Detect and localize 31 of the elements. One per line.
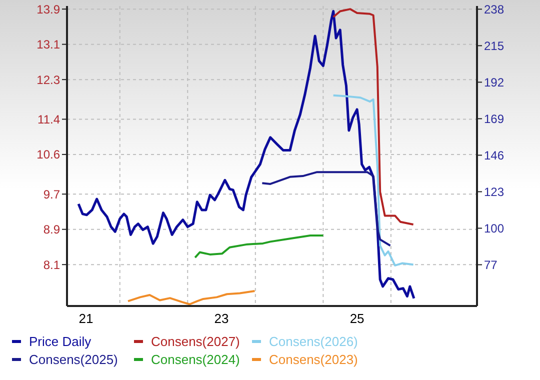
x-tick-label: 25 [350,311,364,326]
line-series [332,94,414,266]
y2-tick-label: 146 [484,148,504,162]
y-tick-label: 13.9 [36,2,60,16]
y2-tick-label: 77 [484,258,498,272]
y-tick-label: 12.3 [36,72,60,87]
x-tick-label: 21 [78,311,94,326]
legend-label: Price Daily [29,334,92,349]
line-series [194,234,324,259]
legend-label: Consens(2027) [151,334,240,349]
legend-label: Consens(2023) [269,352,358,367]
y-tick-label: 9.7 [43,187,60,202]
y-tick-label: 13.1 [36,38,60,52]
y2-tick-label: 238 [484,2,504,16]
line-series [261,171,392,247]
y2-tick-label: 169 [484,112,504,126]
line-series [332,8,414,226]
y-tick-label: 10.6 [36,148,60,162]
y2-tick-label: 100 [484,221,504,236]
legend-label: Consens(2025) [29,352,118,367]
y2-tick-label: 192 [484,75,504,90]
y-tick-label: 11.4 [38,112,60,126]
x-tick-label: 23 [214,311,229,326]
y-tick-label: 8.1 [43,258,60,272]
legend-label: Consens(2026) [269,334,358,349]
y-tick-label: 8.9 [43,222,60,237]
y2-tick-label: 215 [484,38,504,53]
legend-label: Consens(2024) [151,352,240,367]
line-series [77,10,416,300]
y2-tick-label: 123 [484,184,504,199]
line-series [126,290,256,306]
